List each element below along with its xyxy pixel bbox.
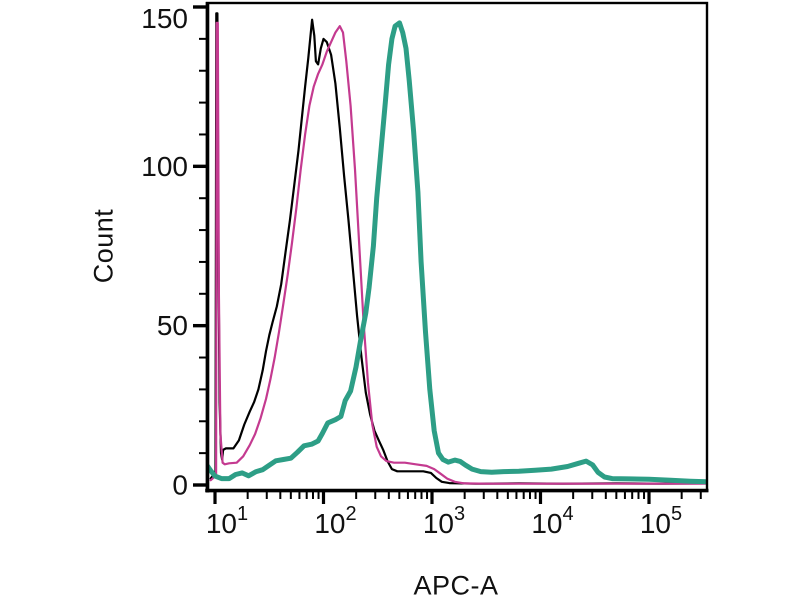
x-tick-label: 104 xyxy=(531,503,573,539)
x-tick-label: 105 xyxy=(640,503,682,539)
histogram-curves xyxy=(207,12,707,485)
y-axis-title: Count xyxy=(88,208,119,284)
y-axis-minor-ticks xyxy=(199,37,207,455)
x-tick-label: 103 xyxy=(423,503,465,539)
x-tick-label: 101 xyxy=(206,503,248,539)
plot-frame xyxy=(205,1,709,493)
y-tick-label: 150 xyxy=(141,3,188,34)
x-tick-label: 102 xyxy=(314,503,356,539)
curve-teal-sample xyxy=(207,20,707,485)
y-axis-tick-labels: 0 50 100 150 xyxy=(141,3,188,501)
x-axis-title: APC-A xyxy=(413,570,499,600)
plot-border xyxy=(205,1,709,493)
x-axis-minor-ticks xyxy=(246,491,702,499)
x-axis-major-ticks xyxy=(213,491,651,504)
curve-black-control xyxy=(209,12,707,485)
y-tick-label: 100 xyxy=(141,151,188,182)
y-tick-label: 0 xyxy=(172,470,188,501)
y-tick-label: 50 xyxy=(157,310,188,341)
curve-magenta-sample xyxy=(209,21,707,485)
y-axis-major-ticks xyxy=(193,5,207,487)
x-axis-tick-labels: 101 102 103 104 105 xyxy=(206,503,682,539)
